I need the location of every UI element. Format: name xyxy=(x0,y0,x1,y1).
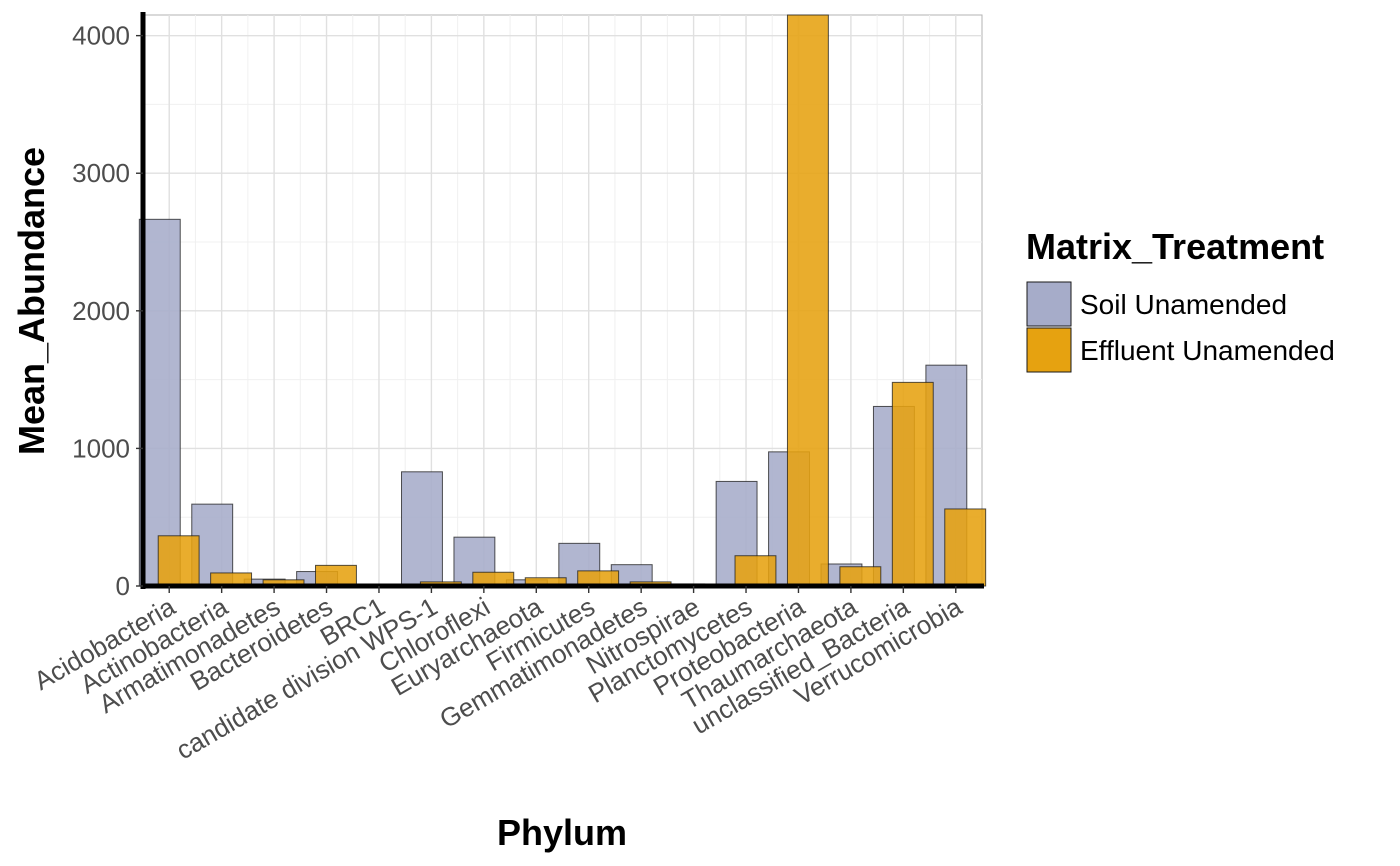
y-axis-title: Mean_Abundance xyxy=(11,147,52,455)
y-tick-label: 3000 xyxy=(72,158,130,188)
x-ticks: AcidobacteriaActinobacteriaArmatimonadet… xyxy=(29,586,967,765)
y-tick-label: 2000 xyxy=(72,296,130,326)
legend-label-soil: Soil Unamended xyxy=(1080,289,1287,320)
bar-soil-unamended-candidate-division-wps-1 xyxy=(401,471,443,587)
legend-title: Matrix_Treatment xyxy=(1026,226,1324,267)
y-tick-label: 4000 xyxy=(72,21,130,51)
legend: Matrix_Treatment Soil Unamended Effluent… xyxy=(1026,226,1335,373)
bar-effluent-unamended-planctomycetes xyxy=(734,555,777,587)
bar-effluent-unamended-bacteroidetes xyxy=(315,564,357,587)
bar-effluent-unamended-verrucomicrobia xyxy=(944,508,987,587)
grid-minor xyxy=(143,15,982,586)
y-ticks: 0 1000 2000 3000 4000 xyxy=(72,21,143,601)
bars xyxy=(138,14,987,587)
y-tick-label: 0 xyxy=(116,571,130,601)
legend-label-effluent: Effluent Unamended xyxy=(1080,335,1335,366)
bar-effluent-unamended-unclassified-bacteria xyxy=(891,381,934,587)
y-tick-label: 1000 xyxy=(72,433,130,463)
bar-effluent-unamended-acidobacteria xyxy=(157,535,200,587)
bar-soil-unamended-acidobacteria xyxy=(138,218,181,587)
bar-effluent-unamended-thaumarchaeota xyxy=(839,566,882,587)
legend-key-effluent xyxy=(1026,327,1072,373)
x-axis-title: Phylum xyxy=(497,812,627,853)
legend-key-soil xyxy=(1026,281,1072,327)
bar-effluent-unamended-proteobacteria xyxy=(786,14,829,587)
